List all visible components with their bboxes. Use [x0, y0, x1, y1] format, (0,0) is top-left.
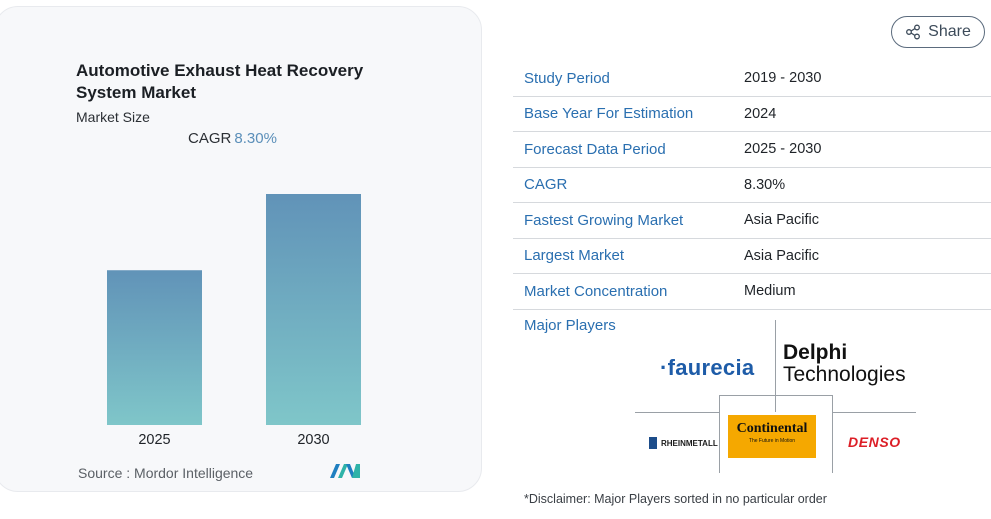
- grid-divider: [832, 395, 833, 473]
- info-row: Fastest Growing Market Asia Pacific: [513, 203, 991, 239]
- info-row-key[interactable]: Market Concentration: [524, 282, 668, 300]
- info-row-key[interactable]: Fastest Growing Market: [524, 211, 684, 229]
- delphi-logo-line1[interactable]: Delphi: [783, 341, 848, 364]
- cagr-value: 8.30%: [234, 130, 277, 147]
- chart-title: Automotive Exhaust Heat Recovery System …: [76, 61, 364, 102]
- info-row-value: 2024: [744, 105, 777, 122]
- denso-logo[interactable]: DENSO: [848, 434, 901, 450]
- rheinmetall-name: RHEINMETALL: [661, 438, 718, 448]
- grid-divider: [719, 395, 720, 473]
- rheinmetall-mark-icon: [649, 437, 657, 449]
- x-tick-label: 2025: [138, 432, 170, 448]
- info-row-key[interactable]: Base Year For Estimation: [524, 105, 694, 123]
- faurecia-logo[interactable]: ·faurecia: [660, 355, 755, 380]
- info-row: Forecast Data Period 2025 - 2030: [513, 132, 991, 168]
- chart-subtitle: Market Size: [76, 109, 150, 125]
- grid-divider: [775, 320, 776, 412]
- info-row-value: Asia Pacific: [744, 212, 819, 229]
- info-row: Base Year For Estimation 2024: [513, 97, 991, 132]
- bar-2025: [107, 270, 202, 425]
- major-players-label: Major Players: [524, 317, 616, 334]
- info-row-value: Asia Pacific: [744, 247, 819, 264]
- x-tick-label: 2030: [297, 432, 329, 448]
- share-label: Share: [928, 23, 971, 40]
- grid-divider: [719, 395, 832, 396]
- grid-divider: [635, 412, 719, 413]
- market-snapshot-card: [0, 6, 482, 492]
- info-row-key[interactable]: Forecast Data Period: [524, 140, 666, 158]
- market-info-table: Study Period 2019 - 2030 Base Year For Est…: [513, 61, 991, 310]
- share-icon: [906, 24, 921, 40]
- info-row: Market Concentration Medium: [513, 274, 991, 310]
- info-row: CAGR 8.30%: [513, 168, 991, 203]
- continental-tagline: The Future in Motion: [748, 438, 796, 444]
- info-row-key[interactable]: CAGR: [524, 176, 568, 194]
- disclaimer-text: *Disclaimer: Major Players sorted in no …: [524, 492, 827, 506]
- mordor-intelligence-logo: [330, 464, 360, 478]
- rheinmetall-logo[interactable]: RHEINMETALL: [649, 437, 718, 449]
- cagr-annotation: CAGR 8.30%: [0, 130, 465, 147]
- info-row-key[interactable]: Study Period: [524, 69, 610, 87]
- delphi-logo-line2[interactable]: Technologies: [783, 363, 906, 386]
- cagr-label: CAGR: [188, 130, 232, 147]
- market-size-bar-chart: 2025 2030: [107, 194, 361, 448]
- share-button[interactable]: Share: [891, 16, 985, 48]
- bar-2030: [266, 194, 361, 425]
- info-row-key[interactable]: Largest Market: [524, 247, 625, 265]
- info-row-value: 2019 - 2030: [744, 70, 822, 87]
- info-row: Largest Market Asia Pacific: [513, 239, 991, 274]
- info-row-value: Medium: [744, 283, 796, 300]
- info-row-value: 2025 - 2030: [744, 141, 822, 158]
- info-row: Study Period 2019 - 2030: [513, 61, 991, 97]
- chart-source: Source : Mordor Intelligence: [78, 465, 254, 481]
- grid-divider: [832, 412, 916, 413]
- continental-logo[interactable]: Continental The Future in Motion: [728, 415, 816, 458]
- info-row-value: 8.30%: [744, 176, 786, 193]
- continental-name: Continental: [736, 421, 808, 436]
